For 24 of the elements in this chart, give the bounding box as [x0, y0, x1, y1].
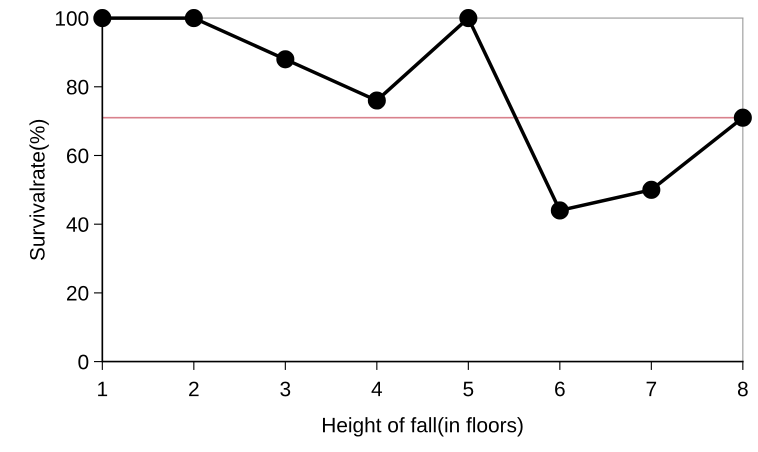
y-tick-label: 60: [67, 148, 88, 164]
x-axis-title: Height of fall(in floors): [322, 417, 523, 437]
y-tick-label: 40: [66, 217, 88, 232]
y-tick-label: 80: [66, 80, 88, 95]
y-tick-label: 20: [67, 286, 88, 301]
x-tick-label: 4: [372, 382, 382, 396]
y-axis-title: Survivalrate(%): [29, 120, 49, 260]
x-tick-label: 3: [280, 382, 290, 396]
point: [276, 50, 294, 68]
x-tick-label: 1: [98, 382, 108, 396]
point: [550, 201, 569, 220]
x-tick-label: 5: [463, 382, 474, 396]
x-tick-label: 7: [646, 382, 656, 396]
x-tick-label: 2: [189, 382, 199, 396]
point: [184, 9, 203, 28]
y-tick-label: 0: [78, 354, 88, 370]
point: [368, 91, 386, 110]
point: [459, 9, 478, 28]
point: [734, 108, 752, 127]
point: [642, 180, 660, 199]
x-tick-label: 6: [555, 382, 565, 396]
point: [93, 9, 112, 28]
y-tick-label: 100: [56, 11, 88, 26]
x-tick-label: 8: [738, 382, 748, 396]
